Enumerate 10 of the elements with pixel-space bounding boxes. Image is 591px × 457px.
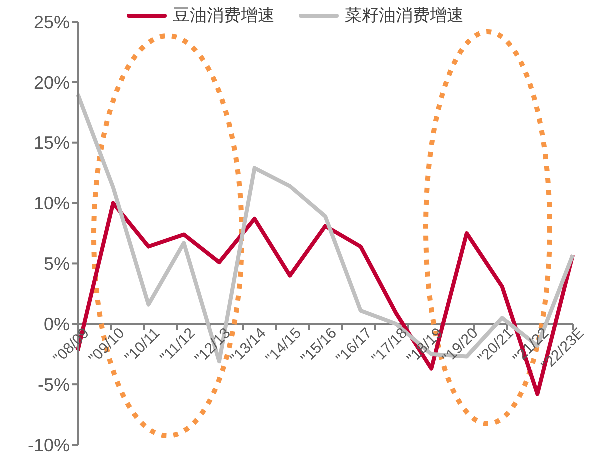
legend-label: 菜籽油消费增速 <box>345 5 464 27</box>
y-tick-label: 5% <box>44 254 70 274</box>
y-tick-label: 10% <box>34 194 70 214</box>
y-tick-label: 25% <box>34 12 70 32</box>
y-tick-label: 20% <box>34 72 70 93</box>
y-tick-label: -10% <box>28 435 70 456</box>
y-tick-label: -5% <box>38 374 70 395</box>
y-tick-label: 0% <box>44 314 70 335</box>
y-tick-label: 15% <box>34 133 70 154</box>
legend-label: 豆油消费增速 <box>173 5 275 27</box>
